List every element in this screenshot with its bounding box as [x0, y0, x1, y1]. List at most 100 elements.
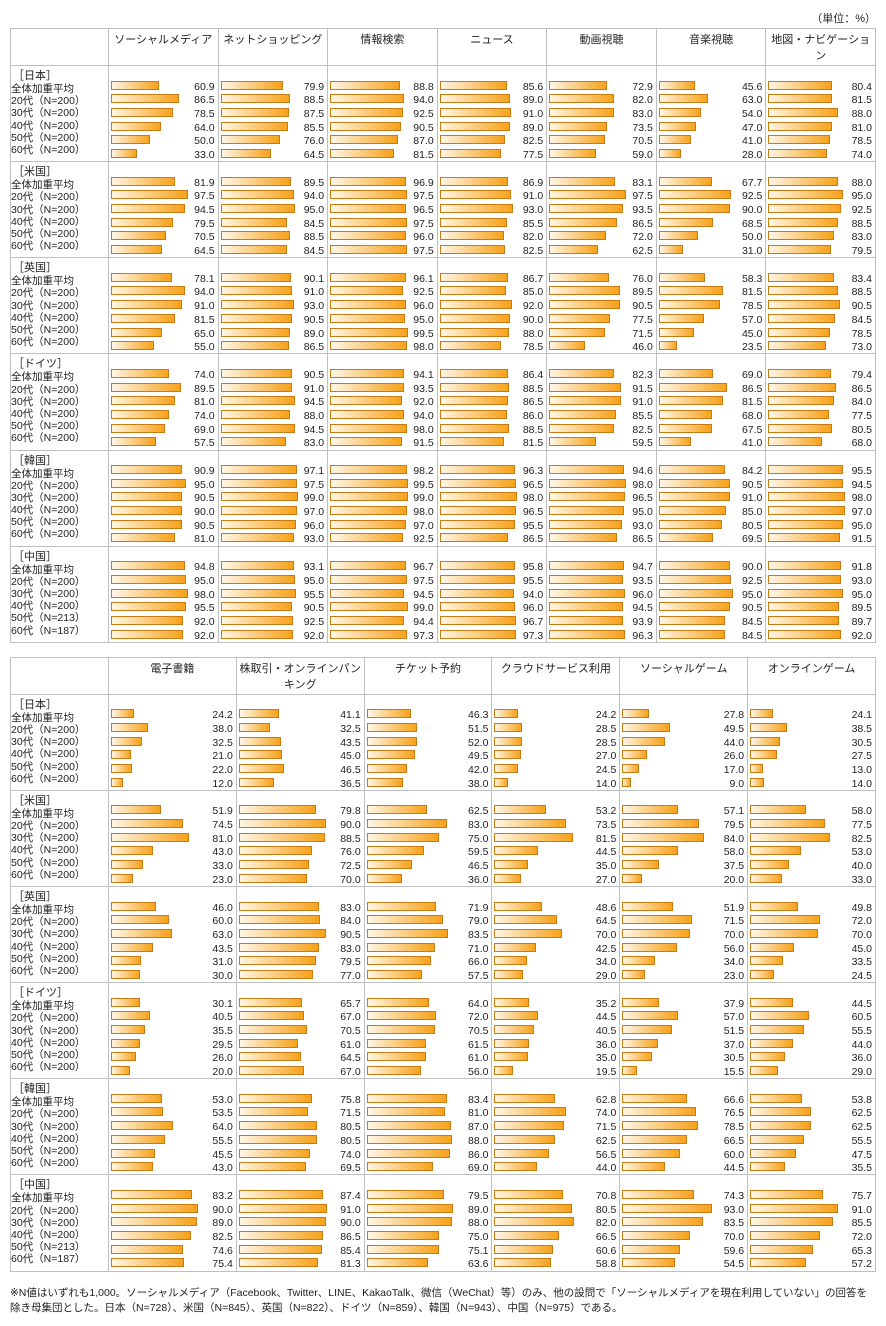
bar-value: 57.1 [724, 805, 744, 817]
bar-row: 86.7 [438, 273, 547, 285]
bar-cell: 86.488.586.586.088.581.5 [437, 354, 547, 450]
bar-value: 84.5 [304, 245, 324, 257]
bar-row: 71.0 [365, 943, 492, 955]
bar-value: 81.5 [413, 149, 433, 161]
bar [549, 437, 596, 446]
bar-value: 83.0 [468, 819, 488, 831]
bar-value: 84.0 [852, 396, 872, 408]
bar-row: 78.5 [620, 1121, 747, 1133]
bar-value: 91.5 [413, 437, 433, 449]
bar [549, 328, 605, 337]
bar-row: 89.5 [766, 602, 875, 614]
bar-value: 51.9 [724, 902, 744, 914]
bar-value: 77.5 [632, 314, 652, 326]
bar [659, 300, 721, 309]
bar-value: 62.5 [468, 805, 488, 817]
bar-row: 33.5 [748, 956, 875, 968]
bar-value: 57.0 [742, 314, 762, 326]
bar [768, 108, 837, 117]
bar-row: 89.0 [219, 328, 328, 340]
bar [239, 1135, 317, 1144]
bar-value: 81.5 [852, 94, 872, 106]
bar [111, 1217, 197, 1226]
bar-value: 92.5 [413, 286, 433, 298]
bar-cell: 75.791.085.572.065.357.2 [748, 1175, 876, 1271]
bar [221, 94, 291, 103]
bar-value: 90.1 [304, 273, 324, 285]
bar-value: 40.0 [852, 860, 872, 872]
spacer [657, 451, 766, 464]
bar-value: 83.2 [212, 1190, 232, 1202]
bar [440, 492, 517, 501]
row-label: 60代（N=200） [11, 773, 108, 785]
bar-row: 75.1 [365, 1245, 492, 1257]
bar-value: 89.0 [304, 328, 324, 340]
bar-row: 75.0 [365, 833, 492, 845]
bar-row: 80.5 [657, 520, 766, 532]
bar [367, 750, 415, 759]
bar-value: 74.0 [596, 1107, 616, 1119]
bar-value: 90.0 [212, 1204, 232, 1216]
bar-row: 81.9 [109, 177, 218, 189]
bar [622, 1258, 675, 1267]
bar-cell: 83.488.590.584.578.573.0 [766, 258, 876, 354]
bar-value: 27.0 [596, 750, 616, 762]
bar-value: 80.5 [742, 520, 762, 532]
bar-row: 86.9 [438, 177, 547, 189]
bar [367, 860, 412, 869]
bar-row: 90.5 [657, 602, 766, 614]
bar [549, 204, 622, 213]
bar [367, 929, 448, 938]
spacer [547, 547, 656, 560]
bar-row: 62.5 [492, 1135, 619, 1147]
bar-row: 92.5 [766, 204, 875, 216]
bar-row: 93.9 [547, 616, 656, 628]
bar-value: 92.5 [304, 616, 324, 628]
bar-row: 84.5 [766, 314, 875, 326]
bar-value: 36.0 [596, 1039, 616, 1051]
bar-row: 93.0 [219, 533, 328, 545]
row-label: 30代（N=200） [11, 832, 108, 844]
spacer [657, 258, 766, 271]
bar [549, 506, 624, 515]
bar [330, 81, 400, 90]
bar-value: 87.0 [468, 1121, 488, 1133]
bar-value: 83.0 [852, 231, 872, 243]
col-header: 音楽視聴 [656, 29, 766, 66]
bar [440, 630, 516, 639]
bar [750, 750, 777, 759]
row-label: 50代（N=200） [11, 1049, 108, 1061]
col-header: ソーシャルゲーム [620, 657, 748, 694]
bar-value: 97.0 [413, 520, 433, 532]
col-header: オンラインゲーム [748, 657, 876, 694]
bar-row: 80.5 [766, 424, 875, 436]
bar [440, 383, 510, 392]
bar-value: 76.0 [632, 273, 652, 285]
bar-value: 79.0 [468, 915, 488, 927]
bar-row: 89.0 [109, 1217, 236, 1229]
bar-value: 89.7 [852, 616, 872, 628]
bar-value: 28.5 [596, 737, 616, 749]
bar [111, 410, 169, 419]
bar [659, 122, 696, 131]
row-label: 30代（N=200） [11, 1217, 108, 1229]
bar-row: 61.0 [365, 1052, 492, 1064]
bar [659, 94, 708, 103]
spacer [766, 354, 875, 367]
bar-cell: 90.995.090.590.090.581.0 [109, 450, 219, 546]
bar-row: 68.0 [766, 437, 875, 449]
bar-cell: 91.893.095.089.589.792.0 [766, 546, 876, 642]
bar-value: 63.0 [742, 94, 762, 106]
bar-value: 87.4 [340, 1190, 360, 1202]
bar-value: 68.0 [742, 410, 762, 422]
bar [111, 81, 159, 90]
country-label: ［米国］ [11, 162, 108, 179]
bar-value: 79.5 [194, 218, 214, 230]
bar-value: 88.8 [413, 81, 433, 93]
bar-cell: 74.393.083.570.059.654.5 [620, 1175, 748, 1271]
bar-value: 64.5 [304, 149, 324, 161]
bar-row: 30.1 [109, 998, 236, 1010]
bar [659, 135, 691, 144]
bar [330, 218, 407, 227]
bar [440, 204, 513, 213]
